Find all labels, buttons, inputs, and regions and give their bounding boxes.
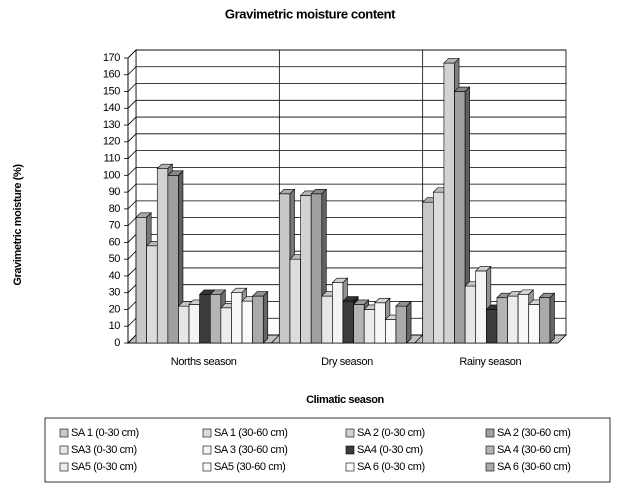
back-wall bbox=[135, 49, 567, 336]
legend-swatch bbox=[202, 462, 212, 472]
bar-front bbox=[135, 216, 147, 344]
legend-swatch bbox=[485, 445, 495, 455]
legend-swatch bbox=[345, 428, 355, 438]
y-tick-label: 60 bbox=[109, 236, 121, 248]
legend-label: SA 2 (0-30 cm) bbox=[357, 427, 425, 439]
legend-swatch bbox=[345, 462, 355, 472]
legend-label: SA5 (0-30 cm) bbox=[71, 461, 137, 473]
y-tick-label: 80 bbox=[109, 203, 121, 215]
bar bbox=[167, 170, 184, 344]
x-tick-label: Norths season bbox=[171, 356, 237, 368]
bar-front bbox=[241, 300, 253, 344]
bar-front bbox=[433, 191, 445, 344]
y-tick-label: 70 bbox=[109, 220, 121, 232]
bar bbox=[453, 86, 471, 344]
bar-front bbox=[486, 309, 498, 344]
y-tick-label: 160 bbox=[103, 69, 120, 81]
legend-label: SA4 (0-30 cm) bbox=[357, 444, 423, 456]
bar-front bbox=[310, 193, 323, 344]
bar-front bbox=[395, 305, 407, 344]
bar-front bbox=[252, 295, 264, 344]
legend-label: SA 6 (0-30 cm) bbox=[357, 461, 425, 473]
bar-front bbox=[422, 201, 434, 344]
legend-swatch bbox=[202, 428, 212, 438]
bar-front bbox=[146, 245, 158, 344]
y-tick-label: 150 bbox=[103, 85, 120, 97]
x-tick-label: Dry season bbox=[321, 356, 373, 368]
y-axis-label: Gravimetric moisture (%) bbox=[12, 164, 24, 286]
bar-front bbox=[454, 91, 466, 344]
bar-front bbox=[289, 258, 301, 344]
bar-front bbox=[209, 294, 222, 344]
bar-front bbox=[385, 319, 397, 344]
bar-front bbox=[374, 302, 386, 344]
bar-front bbox=[199, 294, 211, 344]
legend-swatch bbox=[485, 462, 495, 472]
bar-front bbox=[342, 300, 354, 344]
bar-front bbox=[220, 307, 232, 344]
y-tick-label: 10 bbox=[109, 320, 121, 332]
legend-label: SA 2 (30-60 cm) bbox=[497, 427, 570, 439]
y-tick-label: 50 bbox=[109, 253, 121, 265]
bar-front bbox=[156, 168, 169, 344]
y-tick-label: 20 bbox=[109, 303, 121, 315]
side-wall bbox=[127, 49, 137, 344]
bar-front bbox=[475, 270, 487, 344]
legend-label: SA5 (30-60 cm) bbox=[214, 461, 285, 473]
y-tick-label: 170 bbox=[103, 52, 120, 64]
legend-box bbox=[44, 417, 611, 483]
y-tick-label: 110 bbox=[104, 152, 121, 164]
y-tick-label: 120 bbox=[103, 136, 120, 148]
legend-label: SA 1 (30-60 cm) bbox=[214, 427, 287, 439]
chart-title: Gravimetric moisture content bbox=[225, 6, 396, 21]
y-tick-label: 100 bbox=[103, 169, 120, 181]
legend-label: SA 1 (0-30 cm) bbox=[71, 427, 139, 439]
bar-front bbox=[443, 62, 455, 344]
bar-front bbox=[300, 195, 312, 344]
bar-front bbox=[363, 309, 376, 344]
bar-front bbox=[188, 304, 200, 344]
bar bbox=[538, 292, 556, 344]
bar-front bbox=[528, 304, 540, 344]
legend-label: SA3 (0-30 cm) bbox=[71, 444, 137, 456]
legend-label: SA 3 (30-60 cm) bbox=[214, 444, 287, 456]
bar-front bbox=[507, 295, 519, 344]
legend-swatch bbox=[59, 428, 69, 438]
bar-front bbox=[353, 304, 365, 344]
legend-label: SA 4 (30-60 cm) bbox=[497, 444, 570, 456]
x-axis-label: Climatic season bbox=[306, 394, 384, 406]
bar bbox=[251, 290, 269, 344]
y-tick-label: 90 bbox=[109, 186, 121, 198]
legend-label: SA 6 (30-60 cm) bbox=[497, 461, 570, 473]
bar-front bbox=[539, 297, 551, 344]
legend-swatch bbox=[59, 462, 69, 472]
y-tick-label: 40 bbox=[109, 270, 121, 282]
bar-front bbox=[332, 282, 344, 344]
legend-swatch bbox=[59, 445, 69, 455]
bar-front bbox=[464, 285, 477, 344]
bar-front bbox=[231, 292, 243, 344]
bar-front bbox=[279, 193, 291, 344]
legend-swatch bbox=[345, 445, 355, 455]
bar bbox=[395, 300, 412, 344]
bar-front bbox=[517, 294, 530, 344]
x-tick-label: Rainy season bbox=[459, 356, 521, 368]
y-tick-label: 130 bbox=[103, 119, 120, 131]
bar-front bbox=[178, 305, 190, 344]
bar-front bbox=[321, 295, 333, 344]
bar-front bbox=[496, 297, 508, 344]
bar-side bbox=[406, 300, 412, 344]
bar-front bbox=[167, 175, 179, 344]
bar-side bbox=[262, 290, 269, 344]
legend-swatch bbox=[485, 428, 495, 438]
bar-side bbox=[549, 292, 555, 344]
y-tick-label: 0 bbox=[114, 337, 120, 349]
legend-swatch bbox=[202, 445, 212, 455]
y-tick-label: 30 bbox=[109, 287, 121, 299]
y-tick-label: 140 bbox=[103, 102, 120, 114]
